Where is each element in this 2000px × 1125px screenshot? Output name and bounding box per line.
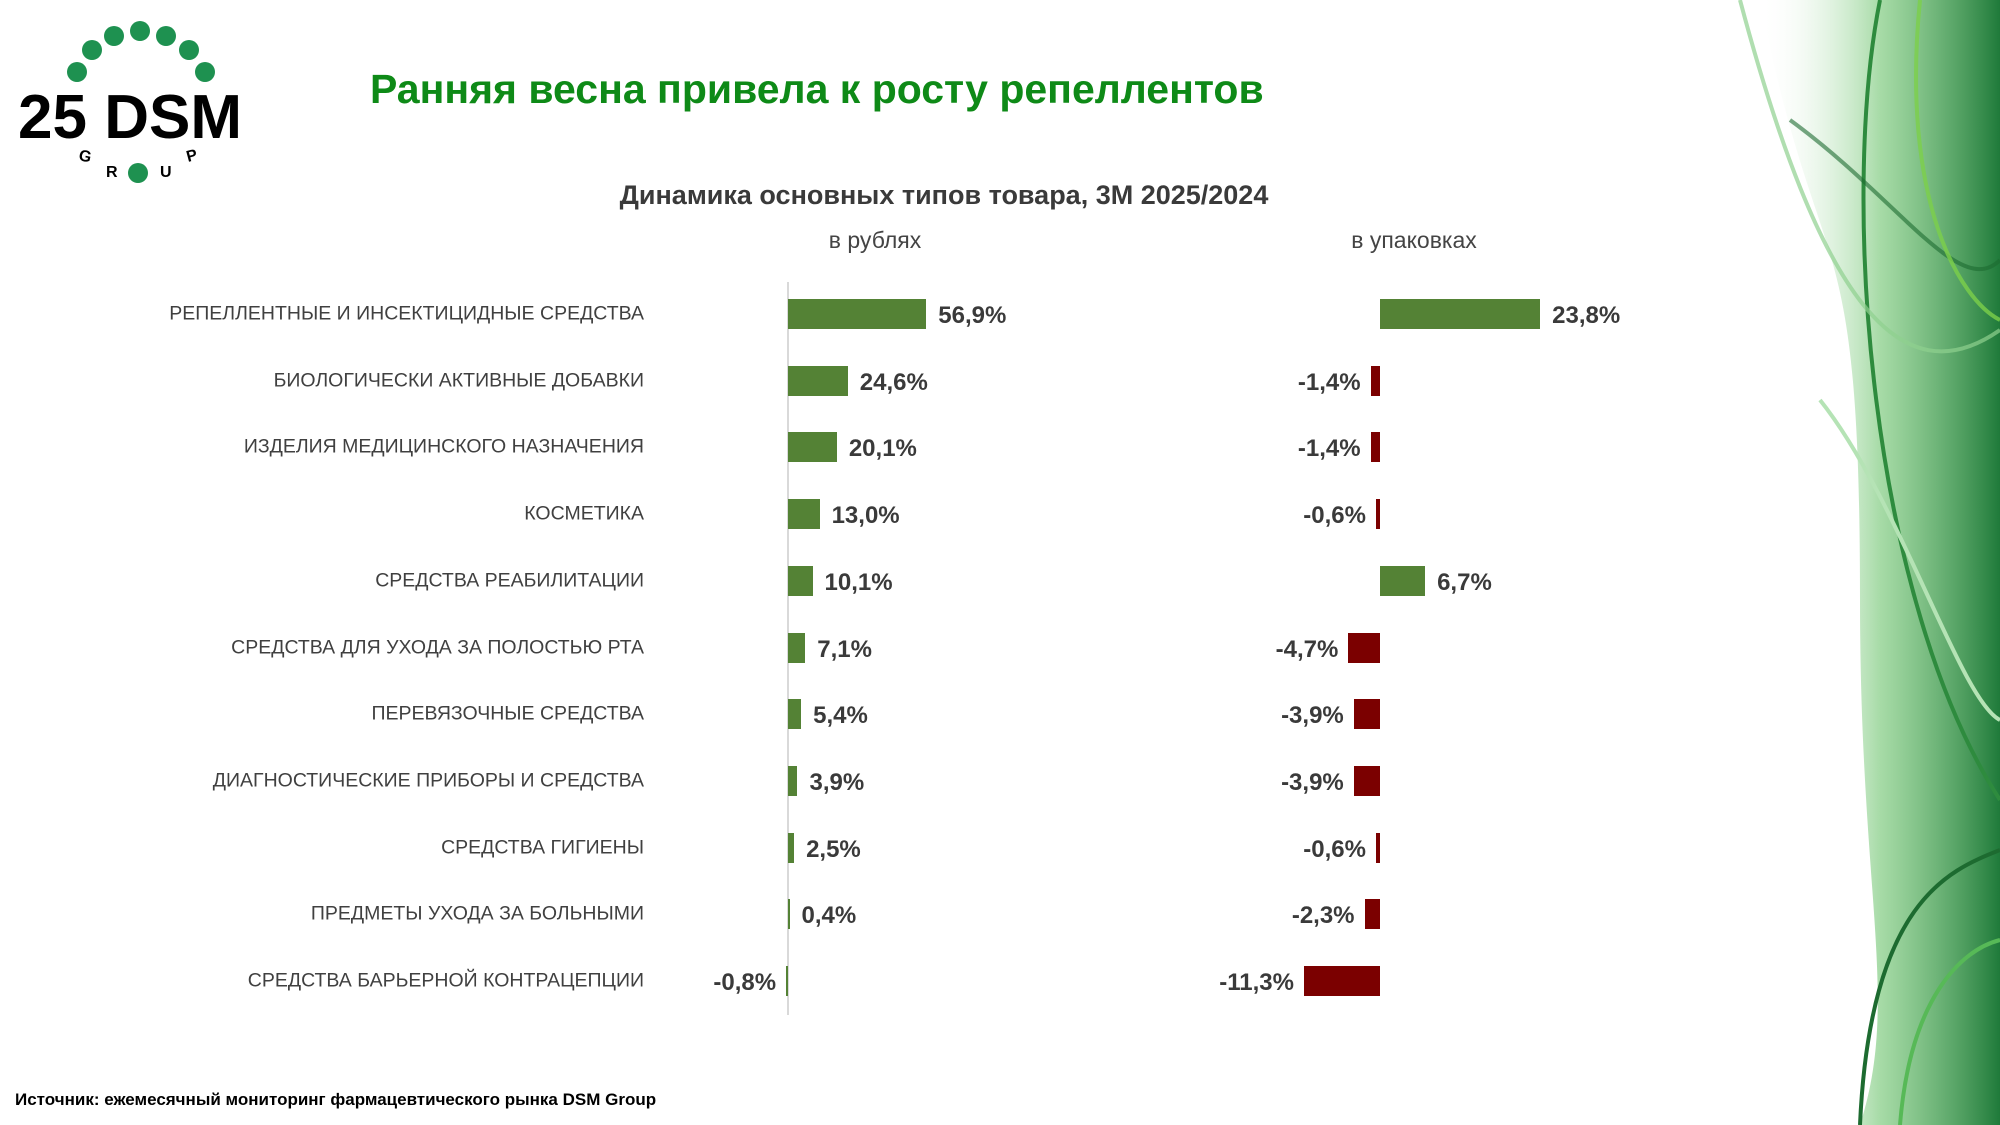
data-label: 2,5% xyxy=(806,835,861,863)
category-label: СРЕДСТВА РЕАБИЛИТАЦИИ xyxy=(375,569,644,592)
data-label: -0,6% xyxy=(1303,835,1366,863)
bar-rubles xyxy=(788,499,820,530)
bar-rubles xyxy=(788,765,798,796)
data-label: 10,1% xyxy=(824,568,893,596)
bar-rubles xyxy=(788,832,795,863)
data-label: -2,3% xyxy=(1291,902,1355,930)
bar-packages xyxy=(1380,565,1426,596)
category-label: ПЕРЕВЯЗОЧНЫЕ СРЕДСТВА xyxy=(371,702,644,725)
category-label: СРЕДСТВА БАРЬЕРНОЙ КОНТРАЦЕПЦИИ xyxy=(247,969,644,992)
data-label: -1,4% xyxy=(1297,368,1361,396)
bar-packages xyxy=(1370,432,1380,463)
bar-rubles xyxy=(788,899,790,930)
chart-title: Динамика основных типов товара, 3М 2025/… xyxy=(619,180,1269,210)
data-label: 24,6% xyxy=(859,368,928,396)
category-label: СРЕДСТВА ДЛЯ УХОДА ЗА ПОЛОСТЬЮ РТА xyxy=(231,636,644,658)
bar-rubles xyxy=(788,565,813,596)
data-label: 6,7% xyxy=(1437,568,1492,596)
data-label: -3,9% xyxy=(1281,702,1344,730)
bar-rubles xyxy=(788,632,806,663)
category-label: СРЕДСТВА ГИГИЕНЫ xyxy=(441,836,644,859)
bar-packages xyxy=(1375,499,1380,530)
data-label: -11,3% xyxy=(1219,969,1294,996)
category-label: РЕПЕЛЛЕНТНЫЕ И ИНСЕКТИЦИДНЫЕ СРЕДСТВА xyxy=(169,302,644,325)
bar-rubles xyxy=(788,365,848,396)
slide-title: Ранняя весна привела к росту репеллентов xyxy=(370,66,1264,112)
data-label: 7,1% xyxy=(817,635,872,663)
data-label: 56,9% xyxy=(938,302,1007,329)
data-label: 23,8% xyxy=(1552,302,1621,329)
bar-rubles xyxy=(788,432,837,463)
category-label: БИОЛОГИЧЕСКИ АКТИВНЫЕ ДОБАВКИ xyxy=(273,369,644,392)
source-note: Источник: ежемесячный мониторинг фармаце… xyxy=(15,1090,657,1109)
bar-packages xyxy=(1353,765,1380,796)
data-label: 5,4% xyxy=(813,702,868,730)
bar-packages xyxy=(1375,832,1380,863)
data-label: -4,7% xyxy=(1275,635,1339,663)
bar-packages xyxy=(1380,299,1541,329)
svg-text:25 DSM: 25 DSM xyxy=(18,83,242,152)
bar-packages xyxy=(1370,365,1380,396)
data-label: -1,4% xyxy=(1297,435,1361,463)
bar-rubles xyxy=(788,699,802,730)
category-label: ИЗДЕЛИЯ МЕДИЦИНСКОГО НАЗНАЧЕНИЯ xyxy=(243,435,644,458)
bar-packages xyxy=(1348,632,1380,663)
svg-text:G: G xyxy=(77,147,93,166)
category-label: КОСМЕТИКА xyxy=(524,502,644,525)
data-label: 0,4% xyxy=(801,902,857,930)
bar-rubles xyxy=(788,299,927,329)
column-header-packages: в упаковках xyxy=(1351,227,1477,253)
data-label: -0,6% xyxy=(1303,502,1366,530)
svg-text:U: U xyxy=(160,164,172,181)
bar-rubles xyxy=(786,966,788,996)
svg-text:R: R xyxy=(106,164,118,181)
data-label: 13,0% xyxy=(831,502,900,530)
bar-packages xyxy=(1303,966,1380,996)
column-header-rubles: в рублях xyxy=(828,227,922,253)
bar-packages xyxy=(1364,899,1380,930)
bar-packages xyxy=(1353,699,1380,730)
category-label: ПРЕДМЕТЫ УХОДА ЗА БОЛЬНЫМИ xyxy=(310,902,644,925)
category-label: ДИАГНОСТИЧЕСКИЕ ПРИБОРЫ И СРЕДСТВА xyxy=(212,769,644,792)
data-label: -3,9% xyxy=(1281,768,1344,796)
green-wave-decoration xyxy=(1738,0,2000,1125)
data-label: 20,1% xyxy=(848,435,917,463)
svg-text:P: P xyxy=(185,147,200,166)
data-label: -0,8% xyxy=(713,969,777,996)
data-label: 3,9% xyxy=(809,768,865,796)
dsm-group-logo: 25 DSM G R U P xyxy=(18,21,242,183)
